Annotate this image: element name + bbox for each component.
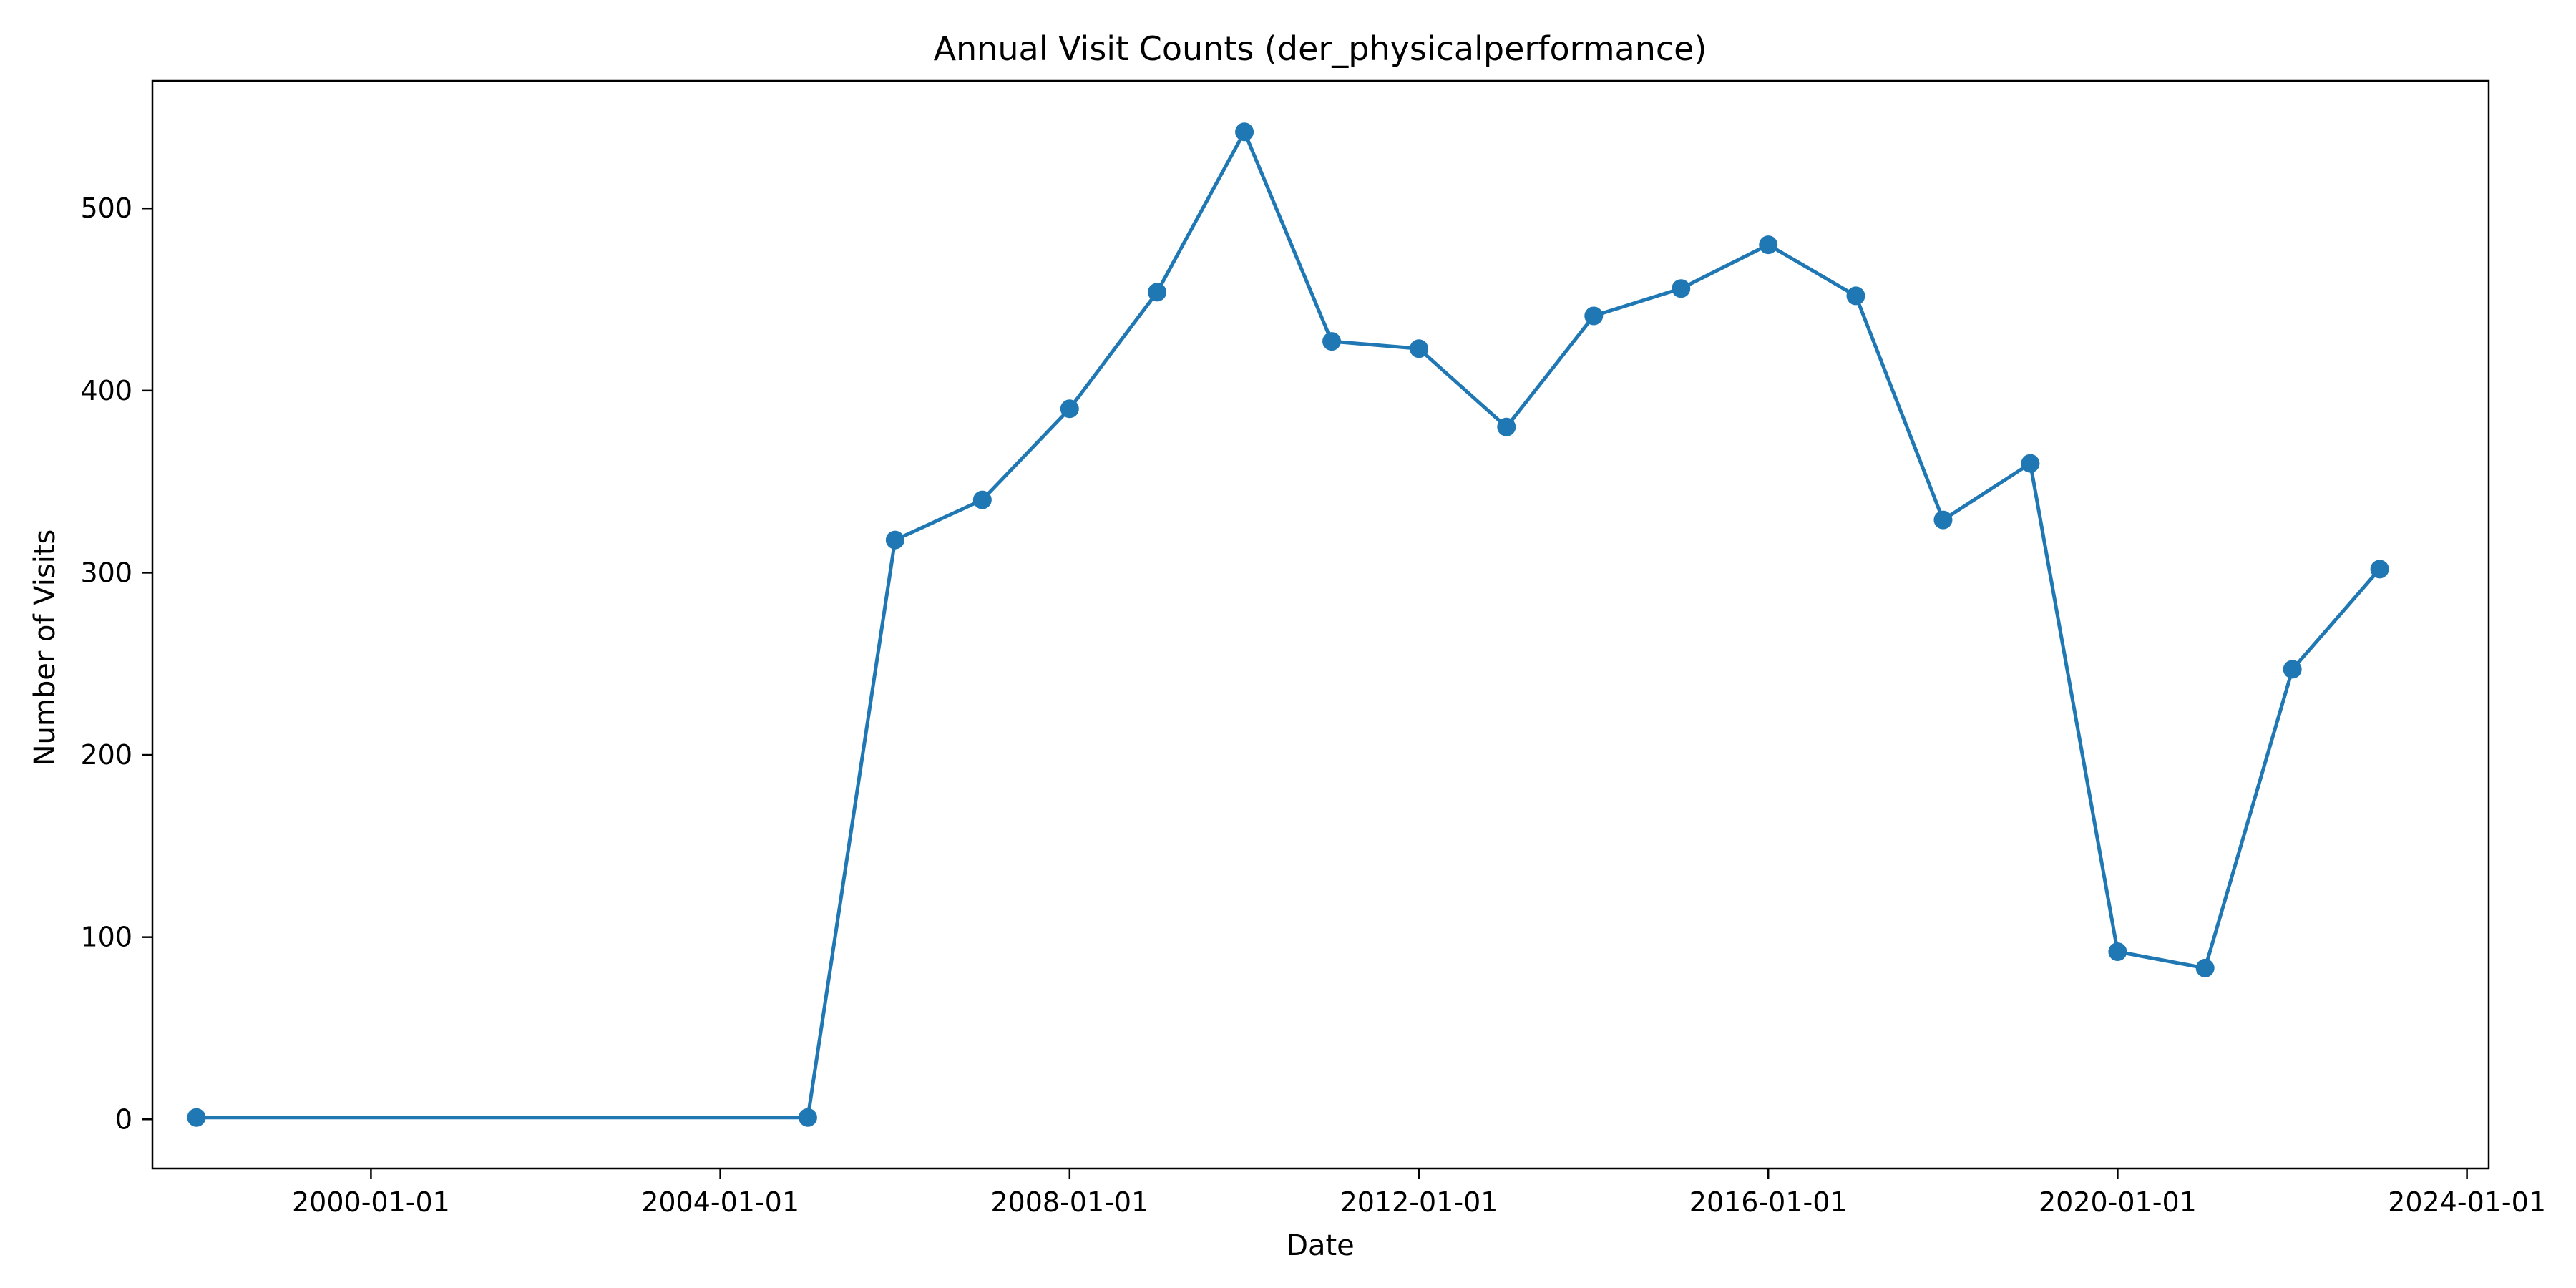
y-tick-label: 200 [80,739,132,771]
data-series [187,122,2389,1127]
x-tick-label: 2016-01-01 [1689,1186,1848,1218]
series-line [196,130,2381,1120]
data-point [187,1108,206,1127]
y-axis-label: Number of Visits [29,530,62,766]
x-tick-label: 2024-01-01 [2388,1186,2546,1218]
x-tick-label: 2008-01-01 [990,1186,1148,1218]
axis-ticks: 2000-01-01 2004-01-01 2008-01-01 2012-01-01… [80,192,2546,1218]
y-tick-label: 500 [80,192,132,224]
data-point [1060,399,1079,419]
x-tick-label: 2012-01-01 [1340,1186,1498,1218]
data-point [1846,286,1865,306]
data-point [798,1108,817,1127]
plot-area-frame [151,79,2490,1170]
data-point [1235,122,1254,142]
y-tick-label: 0 [115,1103,132,1135]
y-tick-label: 400 [80,375,132,406]
data-point [1584,306,1604,326]
data-point [2370,560,2389,579]
data-point [2283,660,2302,679]
data-point [2021,454,2040,473]
data-point [2195,958,2215,977]
x-tick-label: 2004-01-01 [641,1186,799,1218]
data-point [1672,279,1691,298]
chart-title: Annual Visit Counts (der_physicalperform… [934,29,1707,68]
x-tick-label: 2020-01-01 [2039,1186,2197,1218]
y-tick-label: 300 [80,557,132,588]
data-point [885,530,904,550]
data-point [1322,332,1342,351]
data-point [1759,235,1778,255]
data-point [972,490,992,509]
data-point [1933,510,1953,530]
data-point [1497,417,1516,436]
x-axis-label: Date [1286,1229,1355,1262]
x-tick-label: 2000-01-01 [292,1186,450,1218]
data-point [1148,283,1167,302]
data-point [1410,339,1429,358]
data-point [2108,942,2127,962]
y-tick-label: 100 [80,922,132,953]
